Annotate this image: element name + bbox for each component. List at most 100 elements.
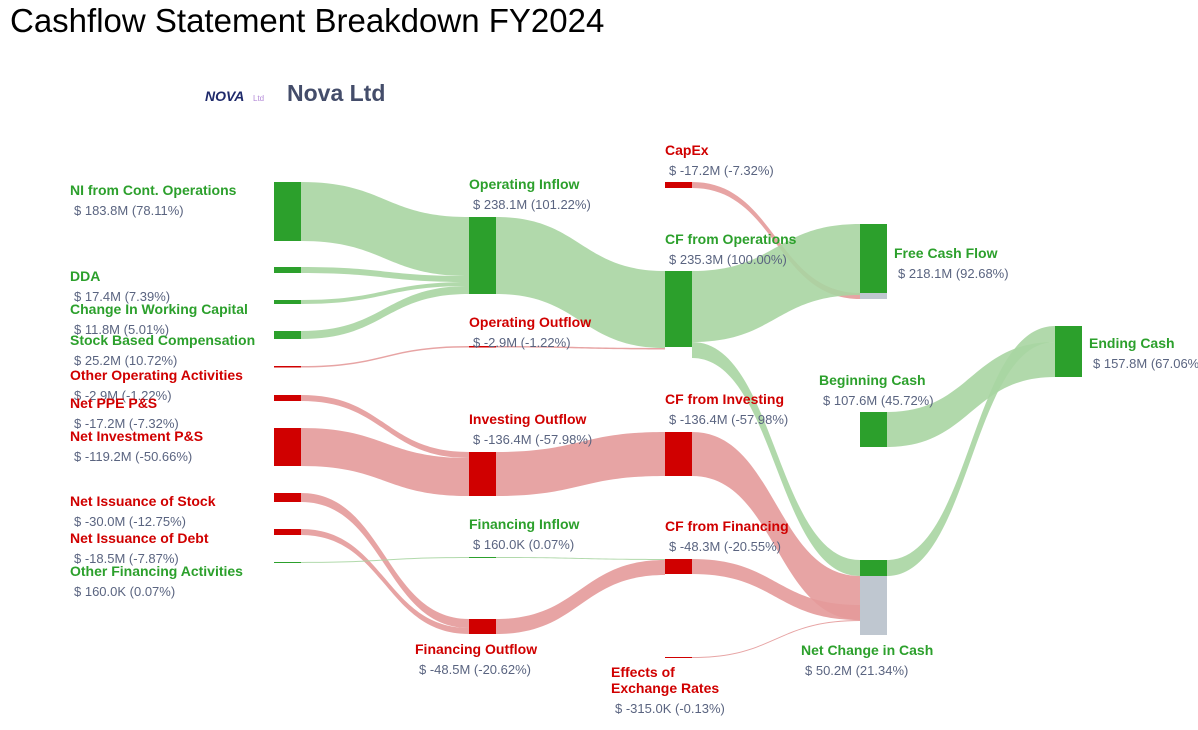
value-cfi: $ -136.4M (-57.98%)	[669, 412, 788, 427]
label-ec: Ending Cash	[1089, 335, 1175, 351]
node-stock[interactable]	[274, 493, 301, 502]
link-cfo-to-fcf	[692, 224, 860, 342]
link-ooa-to-opout	[301, 346, 469, 368]
label-cff: CF from Financing	[665, 518, 789, 534]
svg-text:Ltd: Ltd	[253, 94, 264, 103]
link-bc-to-ec	[887, 342, 1055, 447]
link-ni-to-opin	[301, 182, 469, 276]
link-cff-to-ncc	[692, 559, 860, 620]
node-bc[interactable]	[860, 412, 887, 447]
node-invout[interactable]	[469, 452, 496, 496]
value-ni: $ 183.8M (78.11%)	[74, 203, 184, 218]
label-ooa: Other Operating Activities	[70, 367, 243, 383]
value-ooa: $ -2.9M (-1.22%)	[74, 388, 172, 403]
label-inv: Net Investment P&S	[70, 428, 203, 444]
value-ofa: $ 160.0K (0.07%)	[74, 584, 175, 599]
chart-title: Cashflow Statement Breakdown FY2024	[10, 2, 605, 39]
link-wc-to-opin	[301, 282, 469, 304]
sankey-links	[301, 182, 1055, 658]
node-sbc[interactable]	[274, 331, 301, 339]
label-ncc: Net Change in Cash	[801, 642, 933, 658]
node-fcf-remainder	[860, 293, 887, 299]
svg-text:NOVA: NOVA	[205, 88, 244, 104]
company-logo-icon: NOVA Ltd	[205, 88, 264, 104]
label-ni: NI from Cont. Operations	[70, 182, 237, 198]
label-cfi: CF from Investing	[665, 391, 784, 407]
company-name: Nova Ltd	[287, 80, 386, 106]
node-inv[interactable]	[274, 428, 301, 466]
node-capex[interactable]	[665, 182, 692, 188]
link-fx-to-ncc	[692, 620, 860, 658]
node-dda[interactable]	[274, 267, 301, 273]
value-ec: $ 157.8M (67.06%)	[1093, 356, 1198, 371]
node-ppe[interactable]	[274, 395, 301, 401]
link-finout-to-cff	[496, 560, 665, 634]
value-opout: $ -2.9M (-1.22%)	[473, 335, 571, 350]
label-cfo: CF from Operations	[665, 231, 797, 247]
node-finout[interactable]	[469, 619, 496, 634]
value-opin: $ 238.1M (101.22%)	[473, 197, 591, 212]
node-opout[interactable]	[469, 346, 496, 348]
link-opout-to-cfo	[496, 346, 665, 350]
node-ofa[interactable]	[274, 562, 301, 563]
label-bc: Beginning Cash	[819, 372, 926, 388]
node-ooa[interactable]	[274, 366, 301, 368]
label-fx-line1: Effects of	[611, 664, 675, 680]
label-ppe: Net PPE P&S	[70, 395, 157, 411]
node-fx[interactable]	[665, 657, 692, 658]
label-finin: Financing Inflow	[469, 516, 580, 532]
label-ofa: Other Financing Activities	[70, 563, 243, 579]
link-inv-to-invout	[301, 428, 469, 496]
node-fcf[interactable]	[860, 224, 887, 299]
node-wc[interactable]	[274, 300, 301, 304]
sankey-labels: NI from Cont. Operations $ 183.8M (78.11%…	[70, 142, 1198, 716]
value-inv: $ -119.2M (-50.66%)	[74, 449, 192, 464]
node-opin[interactable]	[469, 217, 496, 294]
label-wc: Change In Working Capital	[70, 301, 248, 317]
link-debt-to-finout	[301, 529, 469, 634]
sankey-nodes	[274, 182, 1082, 658]
link-invout-to-cfi	[496, 432, 665, 496]
value-invout: $ -136.4M (-57.98%)	[473, 432, 592, 447]
label-capex: CapEx	[665, 142, 709, 158]
value-ppe: $ -17.2M (-7.32%)	[74, 416, 179, 431]
link-cfo-to-ncc	[692, 342, 860, 576]
link-opin-to-cfo	[496, 217, 665, 348]
value-finin: $ 160.0K (0.07%)	[473, 537, 574, 552]
label-invout: Investing Outflow	[469, 411, 587, 427]
label-fx-line2: Exchange Rates	[611, 680, 719, 696]
label-opin: Operating Inflow	[469, 176, 580, 192]
label-stock: Net Issuance of Stock	[70, 493, 216, 509]
value-fx: $ -315.0K (-0.13%)	[615, 701, 725, 716]
node-ni[interactable]	[274, 182, 301, 241]
node-finin[interactable]	[469, 557, 496, 558]
link-finin-to-cff	[496, 557, 665, 560]
node-cff[interactable]	[665, 559, 692, 574]
label-finout: Financing Outflow	[415, 641, 537, 657]
value-cff: $ -48.3M (-20.55%)	[669, 539, 781, 554]
value-ncc: $ 50.2M (21.34%)	[805, 663, 908, 678]
value-cfo: $ 235.3M (100.00%)	[669, 252, 787, 267]
link-ncc-to-ec	[887, 326, 1055, 576]
node-debt[interactable]	[274, 529, 301, 535]
label-opout: Operating Outflow	[469, 314, 591, 330]
link-capex-to-fcf	[692, 182, 860, 299]
label-dda: DDA	[70, 268, 100, 284]
value-dda: $ 17.4M (7.39%)	[74, 289, 170, 304]
value-sbc: $ 25.2M (10.72%)	[74, 353, 177, 368]
link-dda-to-opin	[301, 267, 469, 282]
node-ec[interactable]	[1055, 326, 1082, 377]
link-sbc-to-opin	[301, 286, 469, 339]
value-fcf: $ 218.1M (92.68%)	[898, 266, 1009, 281]
value-bc: $ 107.6M (45.72%)	[823, 393, 934, 408]
link-cfi-to-ncc	[692, 432, 860, 620]
value-wc: $ 11.8M (5.01%)	[74, 322, 169, 337]
node-cfo[interactable]	[665, 271, 692, 347]
value-stock: $ -30.0M (-12.75%)	[74, 514, 186, 529]
label-sbc: Stock Based Compensation	[70, 332, 255, 348]
node-cfi[interactable]	[665, 432, 692, 476]
link-ppe-to-invout	[301, 395, 469, 458]
link-ofa-to-finin	[301, 557, 469, 563]
value-debt: $ -18.5M (-7.87%)	[74, 551, 179, 566]
